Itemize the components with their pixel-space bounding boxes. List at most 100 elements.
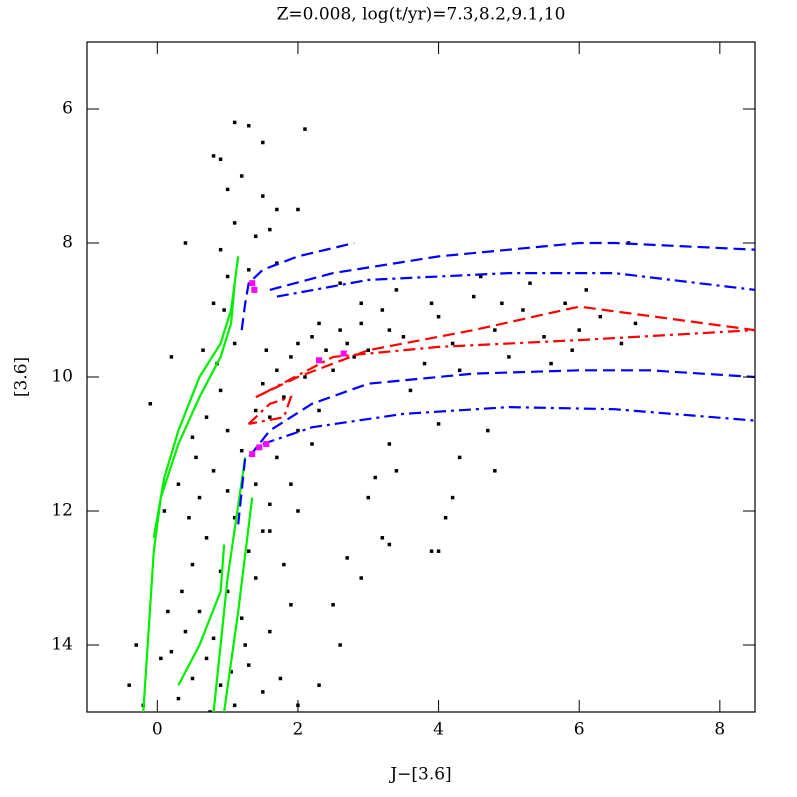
model-marker xyxy=(256,444,263,451)
star-point xyxy=(422,361,427,366)
star-point xyxy=(254,482,258,486)
model-marker xyxy=(340,350,347,357)
star-point xyxy=(317,321,321,326)
star-point xyxy=(317,408,321,413)
star-point xyxy=(211,301,216,306)
plot-frame xyxy=(86,41,756,713)
y-tick-label: 14 xyxy=(51,635,73,655)
star-point xyxy=(275,207,279,212)
star-point xyxy=(387,442,392,446)
star-point xyxy=(296,509,300,513)
star-point xyxy=(246,124,251,128)
star-point xyxy=(218,683,223,687)
star-point xyxy=(268,529,272,533)
star-point xyxy=(338,328,342,332)
star-point xyxy=(204,415,209,419)
star-point xyxy=(479,274,483,279)
star-point xyxy=(197,609,202,614)
star-point xyxy=(275,261,279,265)
star-point xyxy=(275,368,279,373)
star-point xyxy=(197,495,202,500)
star-point xyxy=(232,120,237,125)
star-point xyxy=(204,536,209,540)
y-tick-label: 6 xyxy=(62,99,73,119)
star-point xyxy=(380,536,385,540)
star-point xyxy=(359,576,363,580)
star-point xyxy=(225,589,230,594)
star-point xyxy=(429,301,434,306)
star-point xyxy=(261,194,265,198)
star-point xyxy=(218,388,223,393)
star-point xyxy=(134,643,138,647)
star-point xyxy=(243,643,247,647)
x-tick-label: 6 xyxy=(574,720,585,740)
y-tick-label: 8 xyxy=(62,233,73,253)
star-point xyxy=(598,314,603,319)
star-point xyxy=(570,348,574,352)
star-point xyxy=(310,442,314,446)
star-point xyxy=(296,207,300,212)
model-marker xyxy=(251,286,258,293)
star-point xyxy=(159,656,163,661)
star-point xyxy=(232,515,237,520)
star-point xyxy=(429,549,434,553)
star-point xyxy=(577,328,581,332)
star-point xyxy=(331,368,335,373)
star-point xyxy=(338,281,342,285)
isochrone-line xyxy=(237,369,755,525)
star-point xyxy=(246,549,251,553)
star-point xyxy=(436,314,441,319)
star-point xyxy=(387,542,392,547)
star-point xyxy=(549,361,553,366)
isochrone-line xyxy=(247,329,755,425)
star-point xyxy=(246,663,251,667)
star-point xyxy=(211,636,216,641)
star-point xyxy=(401,335,406,339)
star-point xyxy=(218,157,223,161)
star-point xyxy=(471,294,476,299)
model-marker xyxy=(263,441,270,447)
star-point xyxy=(201,348,205,352)
star-point xyxy=(493,469,497,473)
star-point xyxy=(394,288,399,292)
star-point xyxy=(443,515,448,520)
star-point xyxy=(169,649,174,654)
star-point xyxy=(204,656,209,661)
star-point xyxy=(268,415,272,419)
star-point xyxy=(180,589,184,594)
star-point xyxy=(275,455,279,460)
star-point xyxy=(507,355,511,359)
star-point xyxy=(239,616,244,620)
star-point xyxy=(246,268,251,272)
star-point xyxy=(183,629,188,634)
star-point xyxy=(232,703,237,708)
x-tick-label: 2 xyxy=(293,720,304,740)
star-point xyxy=(450,341,455,346)
star-point xyxy=(232,341,237,346)
star-point xyxy=(345,556,349,560)
star-point xyxy=(162,509,167,513)
star-point xyxy=(521,308,525,312)
star-point xyxy=(303,375,307,379)
star-point xyxy=(359,301,363,306)
star-point xyxy=(296,341,300,346)
x-axis-label: J−[3.6] xyxy=(388,765,451,785)
star-point xyxy=(261,690,265,694)
model-marker xyxy=(249,280,256,287)
star-point xyxy=(239,448,244,453)
star-point xyxy=(225,274,230,279)
star-point xyxy=(408,388,413,393)
isochrone-line xyxy=(276,272,755,298)
star-point xyxy=(211,469,216,473)
plot-area xyxy=(127,120,755,712)
star-point xyxy=(268,502,272,507)
star-point xyxy=(373,475,378,480)
model-marker xyxy=(249,451,256,458)
star-point xyxy=(486,428,490,433)
star-point xyxy=(619,341,624,346)
star-point xyxy=(331,603,335,607)
star-point xyxy=(225,187,230,192)
star-point xyxy=(345,341,349,346)
star-point xyxy=(563,301,567,306)
